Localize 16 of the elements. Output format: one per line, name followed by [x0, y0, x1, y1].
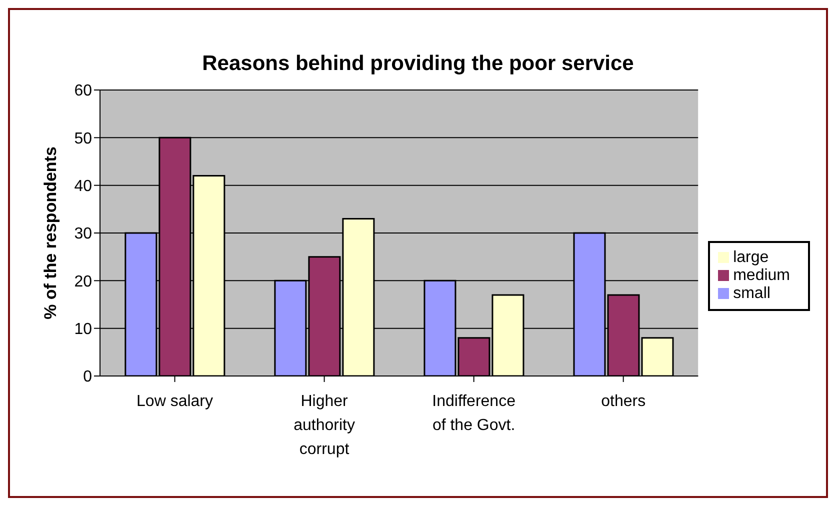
y-axis-title: % of the respondents — [41, 146, 60, 320]
x-tick-label: Higher authority corrupt — [294, 393, 355, 458]
x-tick-label: Indifference of the Govt. — [432, 393, 516, 434]
y-tick-label: 50 — [74, 130, 92, 148]
chart-title: Reasons behind providing the poor service — [201, 52, 635, 76]
y-tick-label: 10 — [74, 321, 92, 338]
y-tick-label: 0 — [83, 368, 92, 386]
y-tick-label: 60 — [74, 82, 92, 100]
y-tick-label: 20 — [74, 273, 92, 290]
legend-label: small — [733, 285, 770, 302]
x-tick-label: Low salary — [136, 393, 214, 410]
y-tick-label: 40 — [74, 178, 92, 196]
legend-label: medium — [733, 267, 790, 284]
x-tick-label: others — [601, 393, 646, 410]
y-tick-label: 30 — [74, 226, 92, 243]
legend-label: large — [733, 249, 769, 266]
